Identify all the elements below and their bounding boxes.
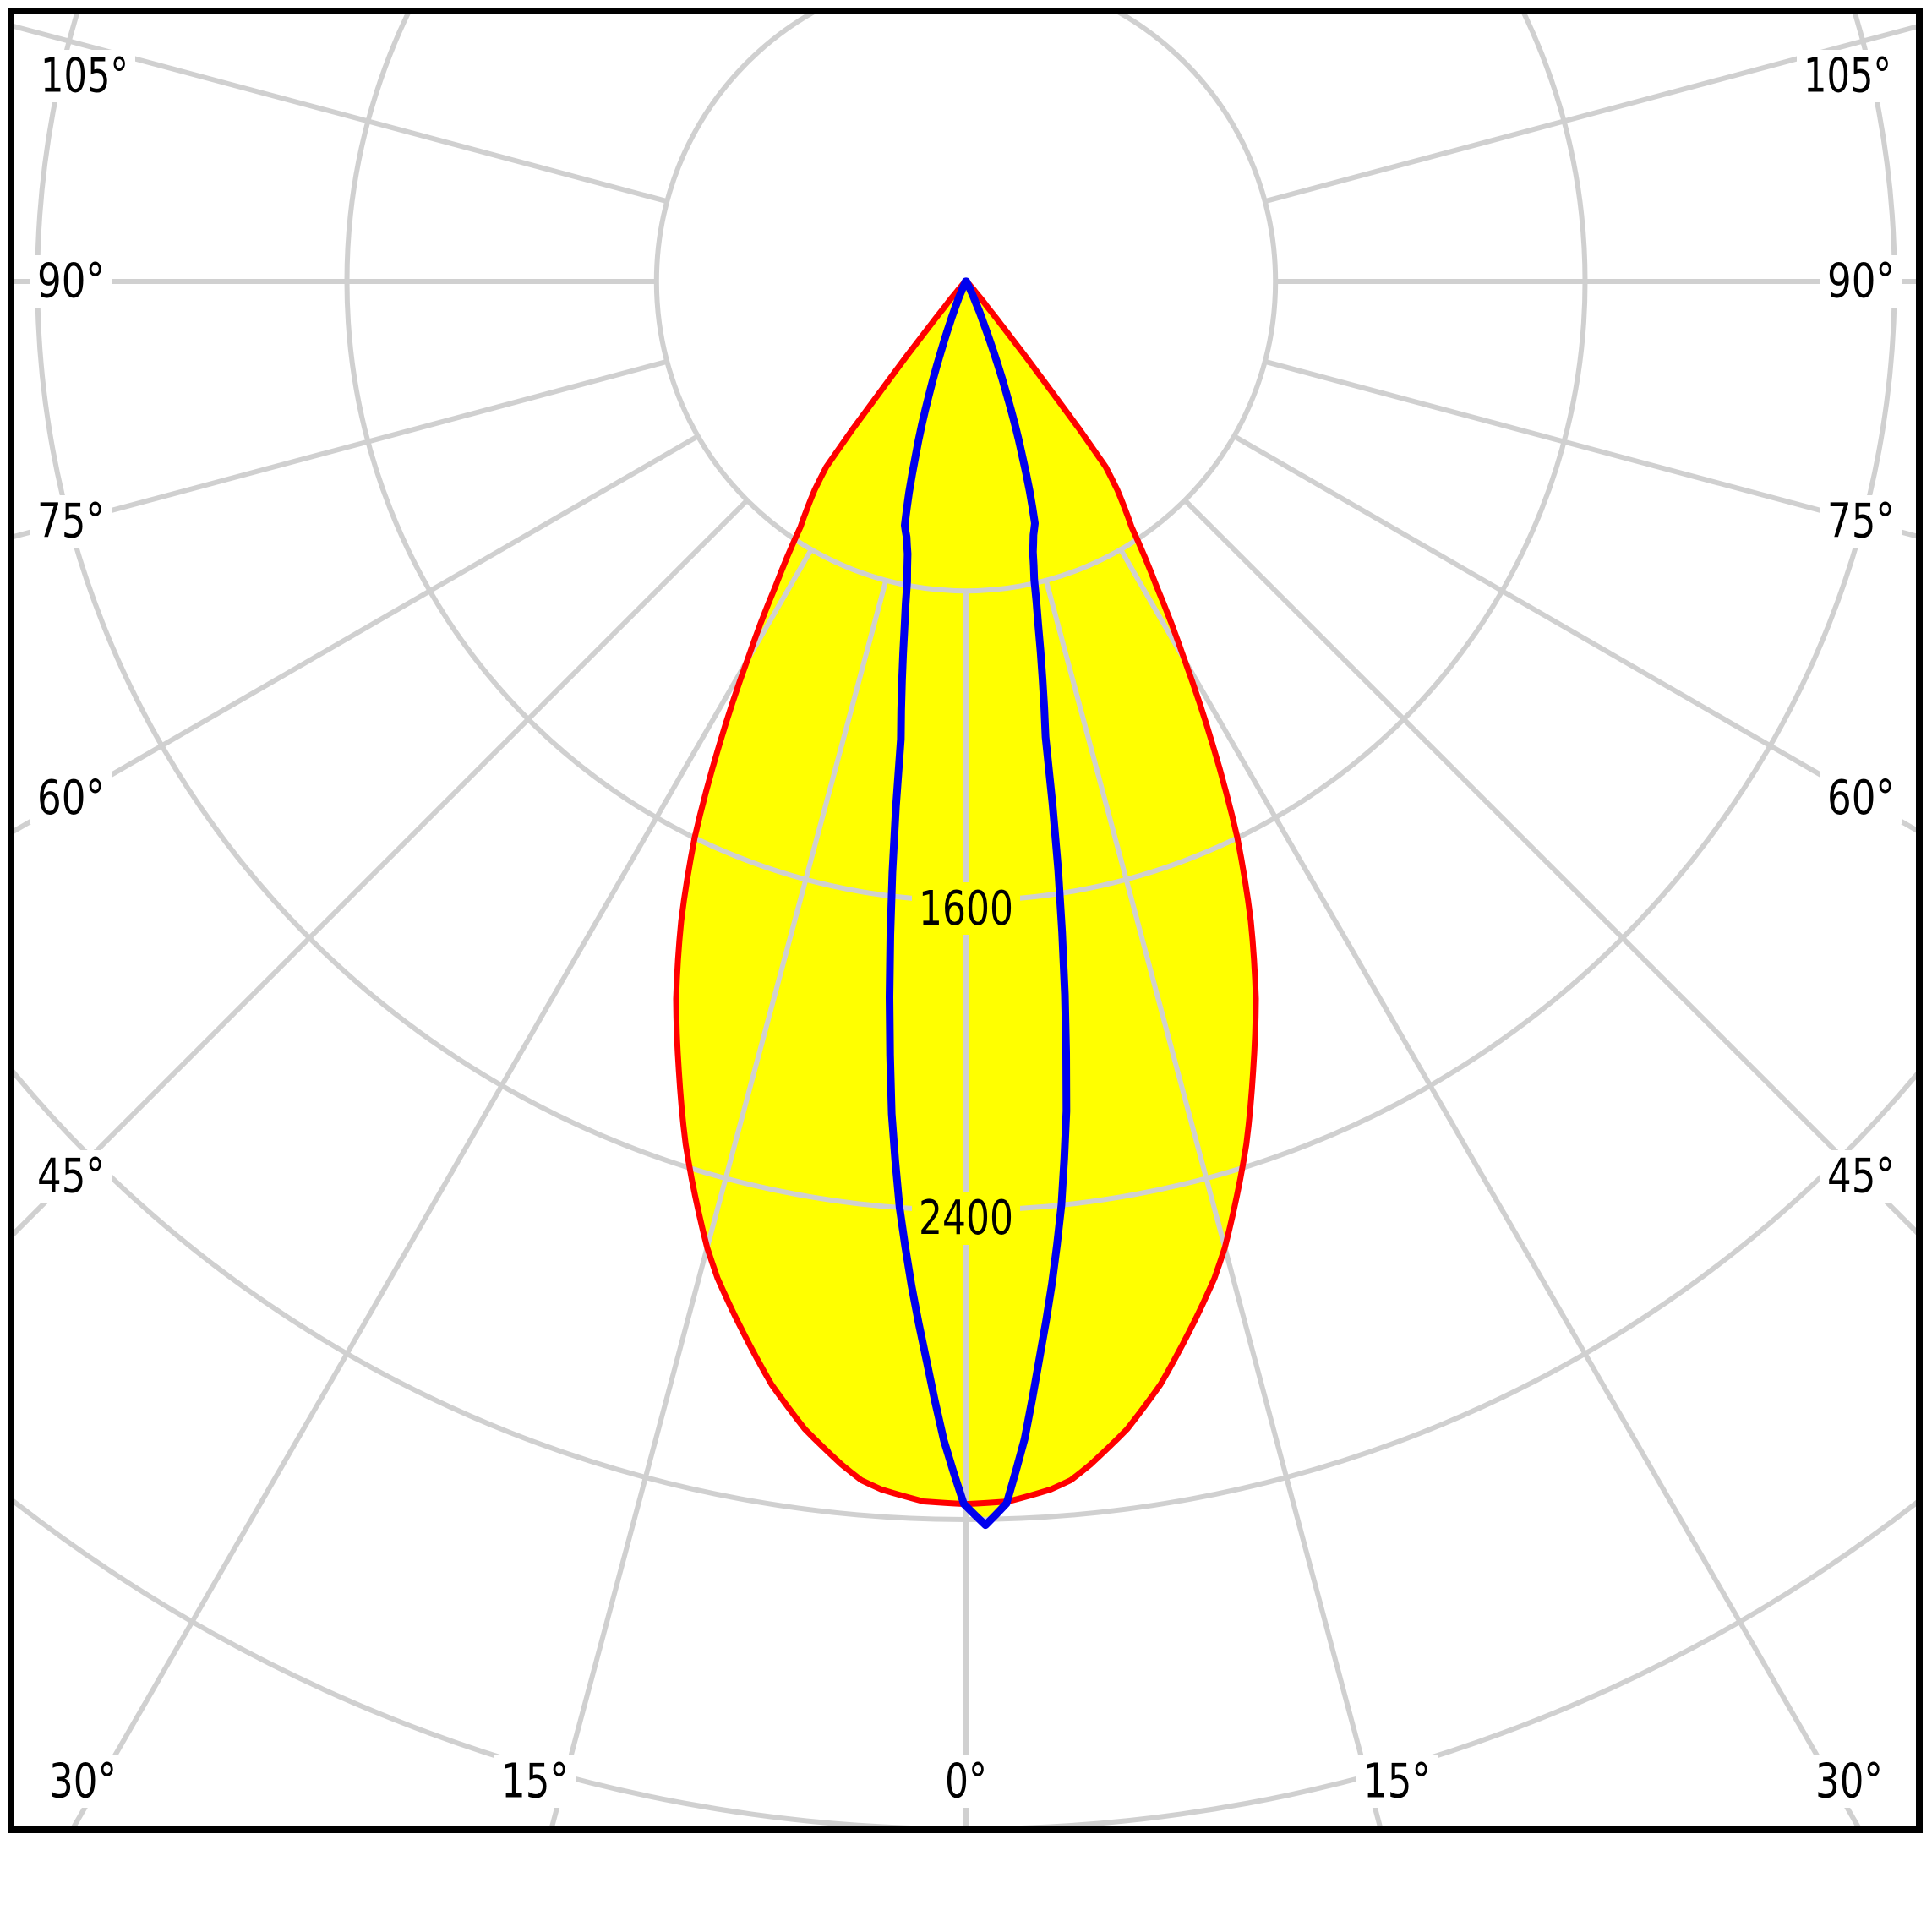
ring-label-1600: 1600 [919, 881, 1013, 936]
radial--30 [71, 548, 814, 1826]
angle-label-left-60-bg [30, 772, 112, 824]
angle-label-bottom-30: 30° [1815, 1755, 1883, 1809]
ring-label-1600-bg [912, 882, 1020, 935]
radial-45 [1182, 498, 1916, 1236]
radial--45 [14, 498, 750, 1237]
angle-label-left-45: 45° [37, 1149, 105, 1204]
angle-label-left-60: 60° [37, 771, 105, 826]
radial-60 [1232, 434, 1916, 833]
angle-label-left-45-bg [30, 1150, 112, 1203]
radial--105 [14, 24, 668, 205]
angle-label-right-45: 45° [1827, 1149, 1895, 1204]
angle-label-left-75: 75° [37, 494, 105, 548]
label-backgrounds [30, 50, 1902, 1808]
angle-label-left-75-bg [30, 495, 112, 548]
radial-30 [1118, 548, 1861, 1826]
angle-label-right-75-bg [1820, 495, 1902, 548]
angle-label-right-60-bg [1820, 772, 1902, 824]
blue-curve [886, 277, 1071, 1530]
angle-label-bottom-0: 0° [945, 1755, 987, 1809]
angle-label-right-60: 60° [1827, 771, 1895, 826]
radial-75 [1264, 358, 1916, 539]
angle-label-right-45-bg [1820, 1150, 1902, 1203]
ring-label-2400-bg [912, 1192, 1020, 1245]
angle-label-right-105: 105° [1804, 49, 1891, 104]
radial-105 [1264, 24, 1916, 205]
angle-label-left-90-bg [30, 255, 112, 308]
angle-label-right-75: 75° [1827, 494, 1895, 548]
angle-label-bottom--30-bg [42, 1755, 123, 1808]
chart-frame [8, 8, 1923, 1833]
angle-label-bottom-15: 15° [1363, 1755, 1431, 1809]
angle-label-bottom-15-bg [1356, 1755, 1438, 1808]
angle-label-right-90: 90° [1827, 254, 1895, 309]
angle-label-left-90: 90° [37, 254, 105, 309]
ring-label-2400: 2400 [919, 1191, 1013, 1246]
radial--60 [14, 434, 700, 834]
angle-label-right-90-bg [1820, 255, 1902, 308]
angle-label-left-105: 105° [41, 49, 128, 104]
angle-label-left-105-bg [34, 50, 135, 102]
angle-label-bottom--15: 15° [501, 1755, 569, 1809]
angle-label-bottom--30: 30° [49, 1755, 117, 1809]
angle-label-right-105-bg [1797, 50, 1898, 102]
angle-label-bottom--15-bg [494, 1755, 576, 1808]
angle-label-bottom-0-bg [938, 1755, 994, 1808]
angle-label-bottom-30-bg [1809, 1755, 1890, 1808]
radial--75 [14, 358, 668, 539]
labels: 105° 105° 90° 90° 75° 75° 60° 60° 45° 45° 30° 15° 0°… [37, 49, 1895, 1809]
